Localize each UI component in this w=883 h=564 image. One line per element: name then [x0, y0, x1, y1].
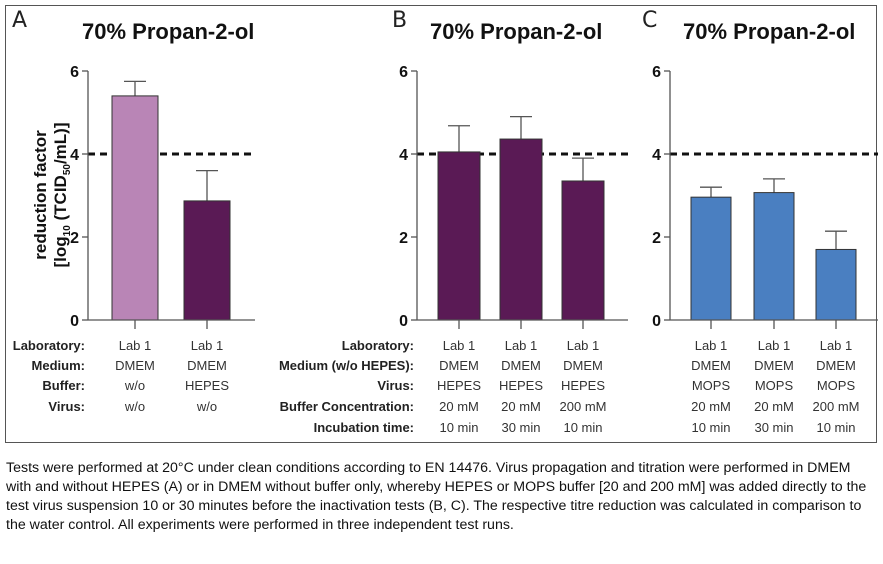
table-row-header: Medium (w/o HEPES): — [279, 358, 414, 373]
bar — [499, 138, 543, 321]
panel-title: 70% Propan-2-ol — [82, 19, 254, 44]
y-tick-label: 4 — [70, 147, 79, 164]
panel-letter-C: C — [642, 8, 657, 33]
table-cell: Lab 1 — [443, 338, 476, 353]
table-cell: HEPES — [185, 378, 229, 393]
y-tick-label: 4 — [399, 147, 408, 164]
y-tick-label: 6 — [652, 64, 661, 81]
y-axis-label: reduction factor [log10 (TCID50/mL)] — [31, 123, 73, 268]
table-row-header: Medium: — [32, 358, 85, 373]
bar — [183, 200, 231, 321]
table-row-header: Buffer: — [42, 378, 85, 393]
table-cell: Lab 1 — [758, 338, 791, 353]
table-cell: w/o — [124, 378, 145, 393]
table-cell: DMEM — [816, 358, 856, 373]
table-cell: Lab 1 — [119, 338, 152, 353]
y-tick-label: 6 — [70, 64, 79, 81]
table-cell: Lab 1 — [820, 338, 853, 353]
table-cell: 10 min — [691, 420, 730, 435]
table-cell: w/o — [124, 399, 145, 414]
panel-letter-B: B — [392, 8, 407, 33]
panel-letter-A: A — [12, 8, 27, 33]
table-cell: DMEM — [115, 358, 155, 373]
figure-caption: Tests were performed at 20°C under clean… — [6, 460, 867, 533]
y-axis-label-line2: [log10 (TCID50/mL)] — [51, 123, 73, 268]
figure-svg: A 70% Propan-2-ol 0 2 4 6 Laboratory: Medium: Bu… — [12, 8, 878, 435]
table-cell: 20 mM — [501, 399, 541, 414]
table-cell: DMEM — [439, 358, 479, 373]
y-axis-label-line1: reduction factor — [31, 130, 50, 260]
table-cell: 30 min — [754, 420, 793, 435]
panel-title: 70% Propan-2-ol — [683, 19, 855, 44]
table-cell: HEPES — [561, 378, 605, 393]
table-cell: MOPS — [692, 378, 731, 393]
table-cell: MOPS — [755, 378, 794, 393]
y-tick-label: 2 — [399, 230, 408, 247]
table-cell: DMEM — [187, 358, 227, 373]
y-tick-label: 0 — [652, 313, 661, 330]
bar — [561, 180, 605, 321]
table-row-header: Buffer Concentration: — [280, 399, 414, 414]
table-cell: 20 mM — [439, 399, 479, 414]
y-tick-label: 2 — [70, 230, 79, 247]
table-cell: DMEM — [563, 358, 603, 373]
panel-title: 70% Propan-2-ol — [430, 19, 602, 44]
bar — [753, 192, 795, 321]
table-cell: DMEM — [691, 358, 731, 373]
table-cell: Lab 1 — [695, 338, 728, 353]
table-cell: DMEM — [501, 358, 541, 373]
bar — [690, 196, 732, 321]
y-tick-label: 0 — [70, 313, 79, 330]
table-cell: Lab 1 — [191, 338, 224, 353]
y-tick-label: 2 — [652, 230, 661, 247]
table-cell: 10 min — [563, 420, 602, 435]
table-row-header: Incubation time: — [314, 420, 414, 435]
table-cell: HEPES — [437, 378, 481, 393]
y-tick-label: 6 — [399, 64, 408, 81]
y-tick-label: 4 — [652, 147, 661, 164]
bar — [111, 95, 159, 321]
table-cell: Lab 1 — [567, 338, 600, 353]
table-cell: 10 min — [439, 420, 478, 435]
table-cell: 20 mM — [754, 399, 794, 414]
table-row-header: Laboratory: — [13, 338, 85, 353]
table-row-header: Virus: — [48, 399, 85, 414]
figure-frame — [5, 5, 877, 443]
table-row-header: Laboratory: — [342, 338, 414, 353]
table-cell: HEPES — [499, 378, 543, 393]
table-row-header: Virus: — [377, 378, 414, 393]
table-cell: 20 mM — [691, 399, 731, 414]
table-cell: 200 mM — [813, 399, 860, 414]
table-cell: MOPS — [817, 378, 856, 393]
table-cell: 200 mM — [560, 399, 607, 414]
table-cell: Lab 1 — [505, 338, 538, 353]
bar — [815, 248, 857, 321]
table-cell: DMEM — [754, 358, 794, 373]
table-cell: 10 min — [816, 420, 855, 435]
bar — [437, 151, 481, 321]
table-cell: 30 min — [501, 420, 540, 435]
y-tick-label: 0 — [399, 313, 408, 330]
table-cell: w/o — [196, 399, 217, 414]
